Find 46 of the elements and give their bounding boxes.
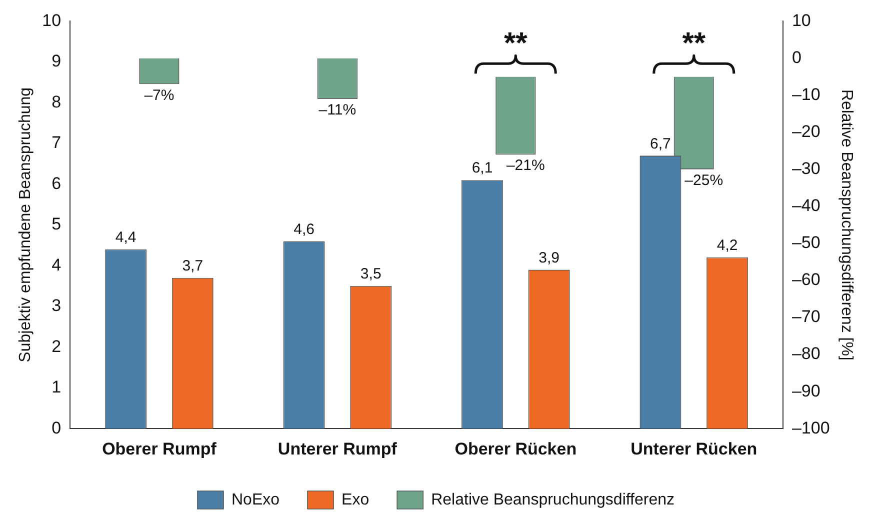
y-tick-label: 4 <box>52 255 62 274</box>
y-tick-label: 2 <box>52 336 62 356</box>
data-label: 4,6 <box>294 220 314 238</box>
y2-tick-label: –10 <box>792 84 820 104</box>
y2-tick-label: –30 <box>792 159 820 178</box>
x-tick-label: Oberer Rumpf <box>102 439 217 458</box>
data-label: –21% <box>506 157 545 174</box>
y2-tick-label: –70 <box>792 307 820 326</box>
y2-axis-title: Relative Beanspruchungsdifferenz [%] <box>838 89 855 360</box>
y-tick-label: 7 <box>52 133 62 152</box>
y2-tick-label: –40 <box>792 196 820 216</box>
data-label: –7% <box>144 86 174 104</box>
y2-tick-label: –20 <box>792 122 820 141</box>
y2-tick-label: –90 <box>792 381 820 400</box>
y2-tick-label: –50 <box>792 233 820 252</box>
y-tick-label: 5 <box>52 214 62 234</box>
data-label: –11% <box>318 102 356 119</box>
y2-tick-label: 0 <box>792 48 802 67</box>
legend-label: Relative Beanspruchungsdifferenz <box>431 491 675 508</box>
data-label: 4,4 <box>115 228 136 246</box>
x-tick-label: Unterer Rücken <box>630 439 758 458</box>
y2-tick-label: –100 <box>792 418 830 438</box>
data-label: 3,7 <box>182 258 204 275</box>
y-tick-label: 0 <box>52 418 62 438</box>
y-axis-title: Subjektiv empfundene Beanspruchung <box>17 87 34 362</box>
y2-tick-label: 10 <box>792 10 811 30</box>
y-tick-label: 10 <box>42 10 62 30</box>
y-tick-label: 3 <box>52 296 62 316</box>
data-label: 6,1 <box>472 160 493 177</box>
y-tick-label: 6 <box>52 174 62 193</box>
y2-tick-label: –80 <box>792 344 820 364</box>
legend-label: Exo <box>342 491 370 508</box>
data-label: –25% <box>684 172 724 189</box>
data-label: 3,5 <box>360 266 382 283</box>
legend-label: NoExo <box>231 491 280 508</box>
data-label: 6,7 <box>650 135 671 152</box>
y-tick-label: 1 <box>52 378 62 397</box>
x-tick-label: Oberer Rücken <box>454 439 577 458</box>
annotation: ** <box>682 26 706 60</box>
data-label: 4,2 <box>716 237 738 254</box>
y2-tick-label: –60 <box>792 270 820 290</box>
annotation: ** <box>504 26 528 60</box>
data-label: 3,9 <box>538 249 560 266</box>
x-tick-label: Unterer Rumpf <box>278 439 398 458</box>
y-tick-label: 9 <box>52 52 62 71</box>
y-tick-label: 8 <box>52 92 62 112</box>
